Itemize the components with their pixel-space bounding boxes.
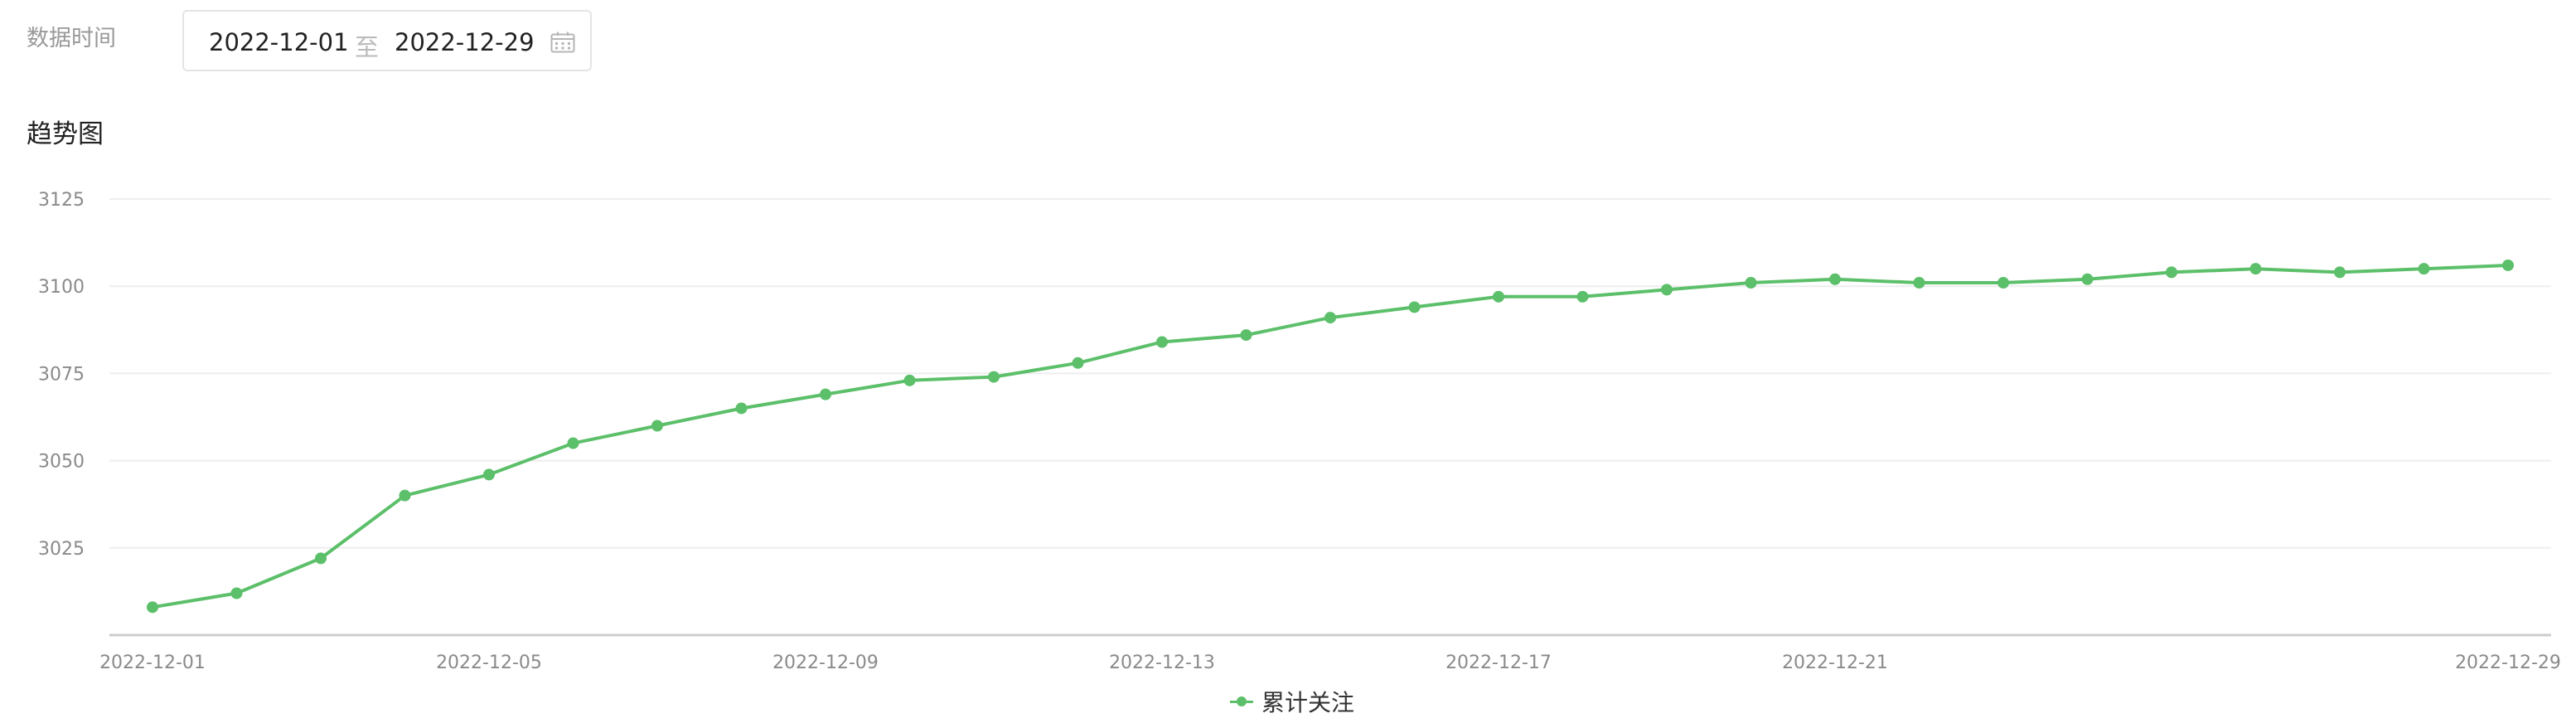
chart-legend[interactable]: 累计关注 xyxy=(1230,687,1354,716)
data-point xyxy=(1324,312,1336,324)
data-point xyxy=(1072,357,1084,369)
data-point xyxy=(735,402,748,415)
data-point xyxy=(1997,276,2009,289)
data-point xyxy=(1408,301,1421,313)
data-point xyxy=(2334,266,2346,279)
x-tick-label: 2022-12-13 xyxy=(1109,653,1215,673)
data-point xyxy=(315,552,327,565)
chart-title: 趋势图 xyxy=(27,119,104,149)
x-tick-label: 2022-12-29 xyxy=(2455,653,2561,673)
data-point xyxy=(483,468,495,481)
data-point xyxy=(1745,276,1757,289)
data-point xyxy=(1661,284,1673,296)
data-point xyxy=(1576,290,1589,303)
data-point xyxy=(2502,259,2514,271)
calendar-icon[interactable] xyxy=(550,32,575,53)
y-tick-label: 3050 xyxy=(38,452,85,473)
date-filter-label: 数据时间 xyxy=(27,26,116,51)
start-date-input[interactable]: 2022-12-01 xyxy=(209,28,349,56)
date-range-separator: 至 xyxy=(355,33,380,61)
data-point xyxy=(399,489,411,502)
y-tick-label: 3075 xyxy=(38,364,85,385)
data-point xyxy=(1493,290,1504,303)
x-tick-label: 2022-12-05 xyxy=(436,653,542,673)
data-point xyxy=(1156,336,1168,348)
data-point xyxy=(651,420,663,432)
data-point xyxy=(1913,276,1925,289)
legend-swatch-icon xyxy=(1230,693,1253,710)
data-point xyxy=(2081,273,2094,285)
date-range-picker[interactable]: 2022-12-01 至 2022-12-29 xyxy=(182,10,592,71)
x-tick-label: 2022-12-09 xyxy=(772,653,879,673)
data-point xyxy=(988,371,1000,383)
y-tick-label: 3125 xyxy=(38,190,85,211)
data-point xyxy=(2418,263,2430,275)
legend-label: 累计关注 xyxy=(1261,689,1355,716)
data-point xyxy=(903,374,916,386)
data-point xyxy=(2249,263,2262,275)
data-point xyxy=(147,601,158,614)
x-tick-label: 2022-12-21 xyxy=(1782,653,1888,673)
data-point xyxy=(230,587,243,599)
x-tick-label: 2022-12-01 xyxy=(99,653,206,673)
y-tick-label: 3025 xyxy=(38,539,85,560)
data-point xyxy=(1829,273,1841,285)
data-point xyxy=(1240,329,1252,342)
data-point xyxy=(567,437,579,449)
x-tick-label: 2022-12-17 xyxy=(1445,653,1552,673)
data-point xyxy=(2166,266,2177,279)
end-date-input[interactable]: 2022-12-29 xyxy=(395,28,535,56)
data-point xyxy=(820,388,831,400)
y-tick-label: 3100 xyxy=(38,277,85,298)
